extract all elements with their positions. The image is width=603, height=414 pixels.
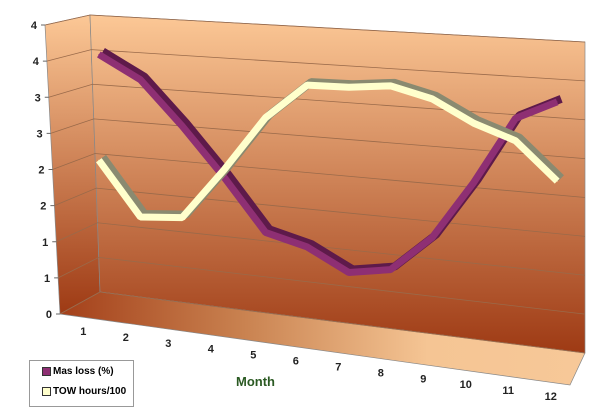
data-point: [140, 216, 141, 218]
data-point: [306, 84, 308, 86]
data-point: [98, 159, 100, 161]
data-point: [431, 236, 433, 238]
y-tick-label: 1: [44, 273, 50, 285]
y-tick-label: 3: [37, 128, 43, 140]
gridline: [52, 153, 586, 198]
y-tick-label: 0: [46, 309, 52, 321]
legend-label: Mas loss (%): [53, 365, 114, 377]
y-tick-label: 3: [35, 92, 41, 104]
data-point: [556, 101, 558, 103]
series-line-0: [97, 51, 559, 276]
data-point: [515, 140, 516, 142]
data-point: [181, 217, 183, 219]
x-tick-label: 6: [293, 356, 299, 368]
data-point: [306, 246, 308, 248]
legend-swatch: [42, 386, 51, 396]
data-point: [265, 117, 266, 119]
x-tick-label: 12: [545, 391, 557, 403]
gridline: [46, 49, 586, 82]
data-point: [473, 181, 475, 183]
legend-item-tow: TOW hours/100: [30, 381, 133, 401]
x-tick-label: 3: [165, 338, 171, 350]
legend-label: TOW hours/100: [53, 385, 127, 397]
y-tick-label: 2: [40, 201, 46, 213]
data-point: [515, 117, 516, 119]
gridline: [56, 222, 586, 276]
data-point: [473, 122, 475, 124]
gridline: [59, 291, 586, 354]
data-point: [390, 269, 391, 271]
data-point: [431, 98, 433, 100]
legend-item-mass-loss: Mas loss (%): [30, 361, 133, 381]
gridline: [44, 14, 586, 43]
x-axis-label: Month: [236, 374, 275, 389]
x-tick-label: 1: [80, 326, 86, 338]
y-tick-label: 4: [33, 56, 40, 68]
data-point: [181, 125, 183, 127]
x-tick-label: 11: [502, 385, 514, 397]
data-point: [140, 79, 141, 81]
gridline: [48, 83, 586, 121]
y-tick-label: 1: [42, 237, 48, 249]
gridline: [50, 118, 586, 160]
x-tick-label: 4: [208, 344, 215, 356]
gridline: [54, 187, 586, 237]
data-point: [348, 271, 350, 273]
x-tick-label: 2: [123, 332, 129, 344]
x-tick-label: 8: [378, 367, 384, 379]
data-point: [556, 180, 558, 182]
gridline: [57, 256, 586, 315]
data-point: [390, 85, 391, 87]
y-tick-label: 2: [38, 165, 44, 177]
series-line-1: [96, 81, 560, 222]
data-point: [223, 169, 225, 171]
data-point: [265, 231, 266, 233]
data-point: [348, 86, 350, 88]
legend-swatch: [42, 366, 51, 376]
y-tick-label: 4: [31, 20, 38, 32]
data-point: [98, 53, 100, 55]
legend: Mas loss (%) TOW hours/100: [29, 360, 134, 407]
x-tick-label: 9: [420, 373, 426, 385]
x-tick-label: 5: [250, 350, 256, 362]
x-tick-label: 10: [460, 379, 472, 391]
x-tick-label: 7: [335, 361, 341, 373]
